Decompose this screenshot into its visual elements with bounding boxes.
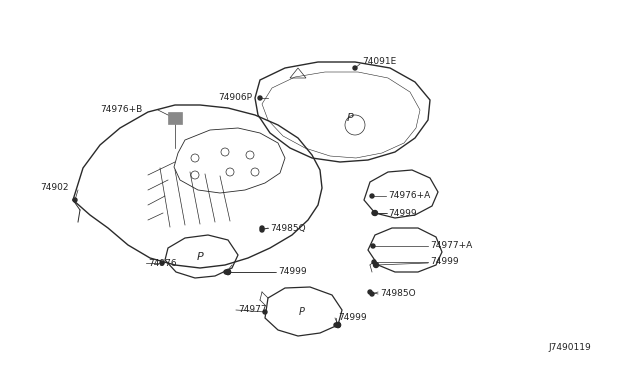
Text: 74977+A: 74977+A: [430, 241, 472, 250]
Text: J7490119: J7490119: [548, 343, 591, 353]
Text: 74977: 74977: [238, 305, 267, 314]
Text: 74976: 74976: [148, 259, 177, 267]
Circle shape: [334, 323, 338, 327]
Text: 74985Q: 74985Q: [270, 224, 306, 232]
Text: P: P: [299, 307, 305, 317]
Text: 74999: 74999: [388, 208, 417, 218]
Text: 74999: 74999: [338, 314, 367, 323]
Circle shape: [370, 194, 374, 198]
Text: 74091E: 74091E: [362, 58, 396, 67]
Text: 74906P: 74906P: [218, 93, 252, 103]
Text: P: P: [196, 252, 204, 262]
Text: 74902: 74902: [40, 183, 68, 192]
Circle shape: [260, 228, 264, 232]
Circle shape: [160, 261, 164, 265]
Text: 74999: 74999: [278, 267, 307, 276]
Circle shape: [260, 226, 264, 230]
Circle shape: [335, 323, 340, 327]
Bar: [168, 112, 182, 124]
Circle shape: [372, 211, 378, 215]
Circle shape: [370, 292, 374, 296]
Circle shape: [368, 290, 372, 294]
Text: 74999: 74999: [430, 257, 459, 266]
Circle shape: [225, 269, 230, 275]
Circle shape: [224, 270, 228, 274]
Circle shape: [374, 263, 378, 267]
Circle shape: [263, 310, 267, 314]
Text: P: P: [347, 113, 353, 123]
Circle shape: [73, 198, 77, 202]
Text: 74985O: 74985O: [380, 289, 415, 298]
Circle shape: [258, 96, 262, 100]
Text: 74976+B: 74976+B: [100, 106, 142, 115]
Circle shape: [353, 66, 357, 70]
Circle shape: [225, 269, 230, 275]
Text: 74976+A: 74976+A: [388, 192, 430, 201]
Circle shape: [335, 323, 340, 327]
Circle shape: [372, 260, 376, 264]
Circle shape: [372, 211, 376, 215]
Circle shape: [371, 244, 375, 248]
